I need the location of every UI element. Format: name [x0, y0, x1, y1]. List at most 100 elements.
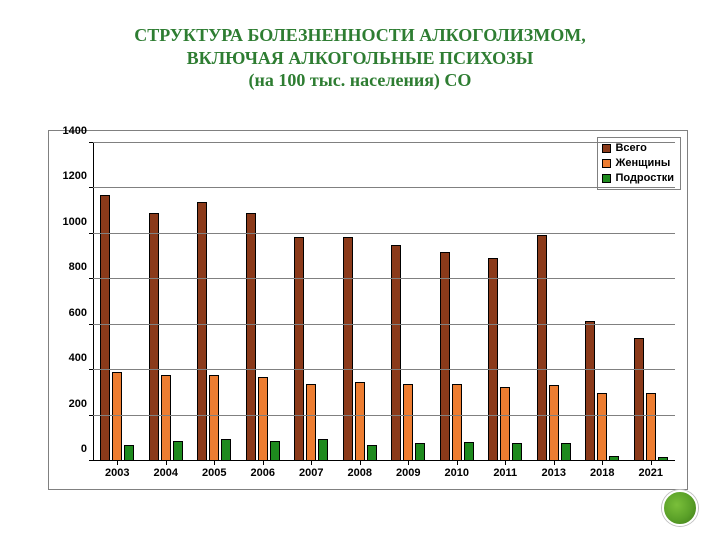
- bar: [355, 382, 365, 462]
- bar: [343, 237, 353, 461]
- bar-group: 2018: [578, 143, 627, 461]
- y-tick: [89, 142, 93, 143]
- x-tick: [651, 461, 652, 465]
- y-tick-label: 800: [69, 261, 93, 273]
- y-tick: [89, 415, 93, 416]
- gridline: [93, 369, 675, 370]
- bar-group: 2008: [336, 143, 385, 461]
- bar: [464, 442, 474, 461]
- y-tick-label: 200: [69, 398, 93, 410]
- gridline: [93, 142, 675, 143]
- decoration-sphere-icon: [662, 490, 698, 526]
- bar: [500, 387, 510, 461]
- chart-title: СТРУКТУРА БОЛЕЗНЕННОСТИ АЛКОГОЛИЗМОМ, ВК…: [0, 24, 720, 92]
- bar: [488, 258, 498, 461]
- bar: [294, 237, 304, 461]
- y-tick-label: 1400: [63, 125, 93, 137]
- x-tick-label: 2005: [202, 467, 226, 479]
- bar-group: 2006: [239, 143, 288, 461]
- bar: [549, 385, 559, 461]
- x-tick-label: 2011: [493, 467, 517, 479]
- bar-group: 2009: [384, 143, 433, 461]
- bar: [112, 372, 122, 461]
- x-tick-label: 2008: [348, 467, 372, 479]
- x-tick: [505, 461, 506, 465]
- x-tick-label: 2013: [542, 467, 566, 479]
- bar-group: 2010: [433, 143, 482, 461]
- chart-area: Всего Женщины Подростки 2003200420052006…: [48, 130, 688, 490]
- bar: [318, 439, 328, 461]
- bar-group: 2011: [481, 143, 530, 461]
- bar-group: 2007: [287, 143, 336, 461]
- x-tick: [214, 461, 215, 465]
- bar: [512, 443, 522, 461]
- x-tick: [360, 461, 361, 465]
- title-line-1: СТРУКТУРА БОЛЕЗНЕННОСТИ АЛКОГОЛИЗМОМ,: [0, 24, 720, 47]
- bar: [100, 195, 110, 461]
- y-tick-label: 600: [69, 307, 93, 319]
- x-tick-label: 2009: [396, 467, 420, 479]
- bar: [634, 338, 644, 461]
- x-tick-label: 2006: [251, 467, 275, 479]
- bar: [415, 443, 425, 461]
- bar-group: 2004: [142, 143, 191, 461]
- bar: [209, 375, 219, 461]
- bar-group: 2013: [530, 143, 579, 461]
- bar: [306, 384, 316, 461]
- bar: [597, 393, 607, 461]
- bar: [270, 441, 280, 461]
- x-tick: [554, 461, 555, 465]
- bar-group: 2021: [627, 143, 676, 461]
- x-tick-label: 2007: [299, 467, 323, 479]
- x-tick: [311, 461, 312, 465]
- bar: [537, 235, 547, 461]
- bar: [124, 445, 134, 461]
- x-tick-label: 2004: [154, 467, 178, 479]
- y-tick: [89, 369, 93, 370]
- bar: [561, 443, 571, 461]
- bar: [149, 213, 159, 461]
- bar: [646, 393, 656, 461]
- y-tick: [89, 278, 93, 279]
- y-tick: [89, 233, 93, 234]
- plot-region: 2003200420052006200720082009201020112013…: [93, 143, 675, 461]
- y-tick: [89, 187, 93, 188]
- bar: [585, 321, 595, 461]
- y-tick-label: 400: [69, 352, 93, 364]
- bar: [440, 252, 450, 461]
- bar: [452, 384, 462, 461]
- x-tick-label: 2003: [105, 467, 129, 479]
- gridline: [93, 233, 675, 234]
- x-tick-label: 2010: [445, 467, 469, 479]
- bar: [403, 384, 413, 461]
- bar: [258, 377, 268, 461]
- x-tick-label: 2018: [590, 467, 614, 479]
- x-tick-label: 2021: [639, 467, 663, 479]
- bar: [367, 445, 377, 461]
- bars-container: 2003200420052006200720082009201020112013…: [93, 143, 675, 461]
- x-tick: [166, 461, 167, 465]
- bar-group: 2003: [93, 143, 142, 461]
- bar-group: 2005: [190, 143, 239, 461]
- x-tick: [408, 461, 409, 465]
- bar: [221, 439, 231, 461]
- y-tick-label: 1200: [63, 170, 93, 182]
- y-tick-label: 1000: [63, 216, 93, 228]
- bar: [161, 375, 171, 461]
- x-tick: [602, 461, 603, 465]
- x-tick: [263, 461, 264, 465]
- gridline: [93, 324, 675, 325]
- title-line-2: ВКЛЮЧАЯ АЛКОГОЛЬНЫЕ ПСИХОЗЫ: [0, 47, 720, 70]
- bar: [246, 213, 256, 461]
- x-tick: [457, 461, 458, 465]
- title-line-3: (на 100 тыс. населения) СО: [0, 69, 720, 92]
- gridline: [93, 187, 675, 188]
- y-tick-label: 0: [81, 443, 93, 455]
- bar: [197, 202, 207, 461]
- gridline: [93, 278, 675, 279]
- gridline: [93, 415, 675, 416]
- bar: [658, 457, 668, 461]
- bar: [609, 456, 619, 461]
- x-tick: [117, 461, 118, 465]
- y-tick: [89, 460, 93, 461]
